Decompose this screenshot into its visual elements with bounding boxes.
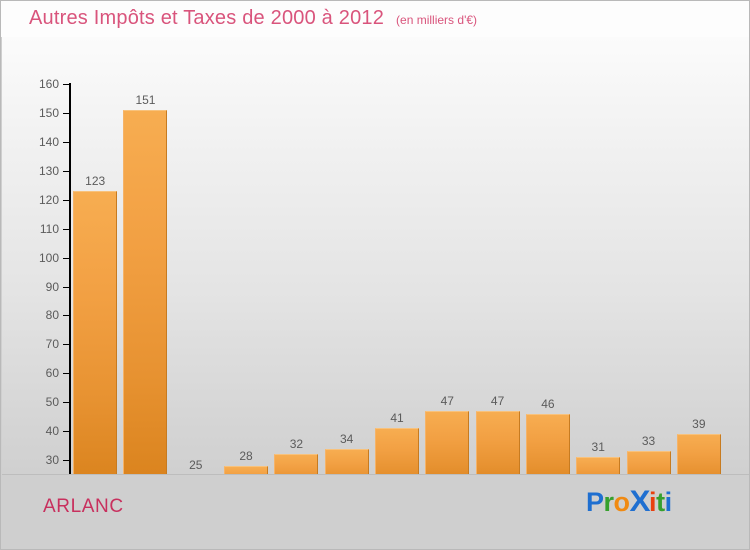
y-axis-tick-label: 90 bbox=[2, 281, 59, 293]
y-axis-tick-label: 110 bbox=[2, 223, 59, 235]
y-axis-tick-label: 80 bbox=[2, 309, 59, 321]
y-axis-tick-label-text: 110 bbox=[39, 221, 59, 236]
y-axis-tick-label-text: 120 bbox=[38, 192, 59, 207]
commune-label: ARLANC bbox=[43, 496, 124, 517]
y-axis-tick-label: 70 bbox=[2, 338, 59, 350]
page-title: Autres Impôts et Taxes de 2000 à 2012 bbox=[29, 7, 385, 29]
chart-subtitle: (en milliers d'€) bbox=[396, 13, 478, 27]
title-group: Autres Impôts et Taxes de 2000 à 2012 (en… bbox=[29, 7, 477, 30]
y-axis-line bbox=[69, 83, 71, 490]
y-axis-tick-label-text: 60 bbox=[45, 366, 59, 381]
bar-value-label: 25 bbox=[189, 457, 203, 472]
bar-value-label: 47 bbox=[440, 393, 454, 408]
y-axis-tick-label: 130 bbox=[2, 165, 59, 177]
bar-value-label: 47 bbox=[490, 393, 505, 408]
y-axis-tick-label-text: 30 bbox=[45, 453, 59, 468]
y-axis-tick bbox=[63, 257, 70, 259]
plot-area: 123 151 25 28 32 34 41 47 47 46 31 33 39 bbox=[70, 84, 724, 489]
chart-header: Autres Impôts et Taxes de 2000 à 2012 (en… bbox=[1, 1, 749, 37]
y-axis-tick-label-text: 70 bbox=[45, 337, 59, 352]
bar-value-label: 46 bbox=[541, 396, 555, 411]
bar[interactable] bbox=[73, 191, 118, 489]
y-axis-tick bbox=[63, 199, 70, 201]
bar-value-label: 39 bbox=[692, 417, 706, 432]
bar-value-label: 31 bbox=[591, 440, 605, 455]
bar-value-label: 123 bbox=[85, 174, 106, 189]
y-axis-tick-label: 50 bbox=[2, 396, 59, 408]
y-axis-tick-label-text: 50 bbox=[45, 395, 59, 410]
y-axis-tick bbox=[63, 431, 70, 433]
y-axis-tick-label: 40 bbox=[2, 425, 59, 437]
y-axis-tick-label-text: 160 bbox=[38, 77, 59, 91]
y-axis-tick bbox=[63, 141, 70, 143]
y-axis-tick-label-text: 140 bbox=[38, 134, 59, 149]
y-axis-tick bbox=[63, 460, 70, 462]
y-axis-tick-label: 160 bbox=[2, 78, 59, 90]
y-axis-tick bbox=[63, 84, 70, 85]
y-axis-tick bbox=[63, 344, 70, 346]
y-axis-tick-label: 120 bbox=[2, 194, 59, 206]
logo-letter: P bbox=[586, 487, 604, 517]
bar-value-label: 28 bbox=[239, 448, 253, 463]
logo-letter: i bbox=[649, 487, 657, 517]
logo-letter: t bbox=[656, 487, 665, 517]
y-axis-tick bbox=[63, 286, 70, 288]
y-axis-tick-label-text: 150 bbox=[38, 105, 59, 120]
y-axis-tick bbox=[63, 315, 70, 317]
y-axis-tick-label-text: 40 bbox=[45, 424, 59, 439]
plot-frame: 2030405060708090100110120130140150160 20… bbox=[2, 37, 749, 507]
y-axis-tick bbox=[63, 373, 70, 375]
footer-divider bbox=[2, 474, 749, 475]
logo-letter: X bbox=[629, 485, 650, 518]
y-axis-tick-label-text: 80 bbox=[45, 308, 59, 323]
y-axis-tick bbox=[63, 402, 70, 404]
y-axis-tick bbox=[63, 228, 70, 230]
logo-letter: o bbox=[613, 487, 631, 517]
y-axis-tick bbox=[63, 112, 70, 114]
bar-value-label: 32 bbox=[289, 437, 304, 452]
proxiti-logo[interactable]: ProXiti bbox=[586, 485, 701, 519]
y-axis-tick-label: 100 bbox=[2, 252, 59, 264]
logo-letter: i bbox=[664, 487, 673, 517]
y-axis-tick-label-text: 90 bbox=[45, 279, 59, 294]
y-axis-tick-label: 60 bbox=[2, 367, 59, 379]
bar[interactable] bbox=[123, 110, 168, 489]
bar-value-label: 33 bbox=[641, 434, 656, 449]
y-axis-tick bbox=[63, 170, 70, 172]
y-axis-tick-label: 140 bbox=[2, 136, 59, 148]
bar-value-label: 151 bbox=[135, 93, 156, 108]
bar-value-label: 34 bbox=[340, 431, 354, 446]
chart-footer: ARLANC ProXiti bbox=[2, 474, 749, 549]
logo-letter: r bbox=[603, 487, 615, 517]
bar-value-label: 41 bbox=[390, 411, 404, 426]
y-axis-tick-label: 30 bbox=[2, 454, 59, 466]
y-axis-tick-label: 150 bbox=[2, 107, 59, 119]
y-axis-tick-label-text: 130 bbox=[38, 163, 59, 178]
y-axis-tick-label-text: 100 bbox=[38, 250, 59, 265]
